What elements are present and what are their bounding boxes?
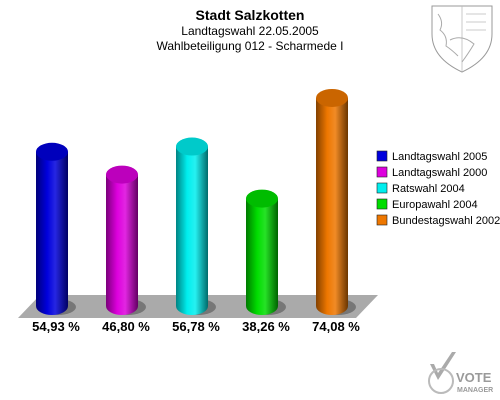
bar [246,198,278,315]
bar-top [36,142,68,161]
value-label: 74,08 % [312,319,360,334]
chart-subtitle-district: Wahlbeteiligung 012 - Scharmede I [157,39,344,53]
chart-subtitle-date: Landtagswahl 22.05.2005 [181,24,319,38]
legend-swatch [376,214,388,226]
bar-top [246,189,278,208]
value-label: 46,80 % [102,319,150,334]
bar-top [316,88,348,107]
legend: Landtagswahl 2005 Landtagswahl 2000 Ratswa… [376,150,500,227]
bar [176,146,208,315]
legend-label: Landtagswahl 2005 [392,151,487,163]
value-labels: 54,93 % 46,80 % 56,78 % 38,26 % 74,08 % [32,319,360,334]
bar-top [106,165,138,184]
logo-text-vote: VOTE [456,370,492,385]
legend-label: Europawahl 2004 [392,199,478,211]
value-label: 38,26 % [242,319,290,334]
legend-label: Bundestagswahl 2002 [392,215,500,227]
vote-manager-logo: VOTE MANAGER [428,352,493,394]
legend-swatch [376,182,388,194]
bars [36,88,348,315]
bar [106,174,138,315]
legend-swatch [376,166,388,178]
value-label: 56,78 % [172,319,220,334]
legend-label: Landtagswahl 2000 [392,167,487,179]
bar [316,97,348,315]
legend-swatch [376,198,388,210]
coat-of-arms-icon [431,5,493,73]
logo-text-manager: MANAGER [457,387,493,394]
value-label: 54,93 % [32,319,80,334]
legend-swatch [376,150,388,162]
chart-title: Stadt Salzkotten [196,7,305,23]
bar [36,151,68,315]
legend-label: Ratswahl 2004 [392,183,465,195]
bar-top [176,137,208,156]
